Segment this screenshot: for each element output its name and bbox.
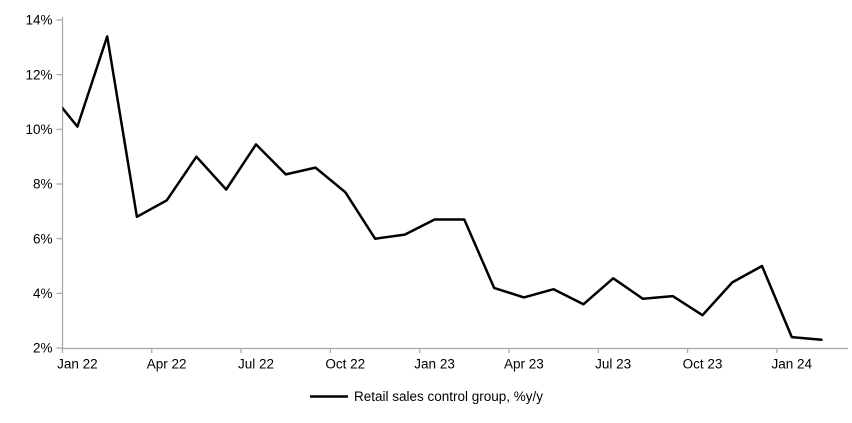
y-tick-label: 10% [25,122,52,137]
x-tick-label: Oct 22 [325,357,365,372]
x-tick-label: Oct 23 [683,357,723,372]
x-tick-label: Jul 22 [238,357,274,372]
x-tick-label: Apr 22 [147,357,187,372]
legend-line-sample [309,395,348,398]
y-tick-label: 2% [33,341,53,356]
y-tick-label: 12% [25,67,52,82]
x-tick-label: Jul 23 [595,357,631,372]
y-tick-label: 4% [33,286,53,301]
y-tick-label: 6% [33,231,53,246]
legend: Retail sales control group, %y/y [0,389,852,404]
x-tick-label: Apr 23 [504,357,544,372]
x-tick-label: Jan 23 [414,357,455,372]
y-tick-label: 14% [25,13,52,28]
x-tick-label: Jan 24 [772,357,813,372]
legend-label: Retail sales control group, %y/y [353,389,544,404]
series-line [62,35,823,342]
x-tick-label: Jan 22 [57,357,98,372]
y-tick-label: 8% [33,177,53,192]
